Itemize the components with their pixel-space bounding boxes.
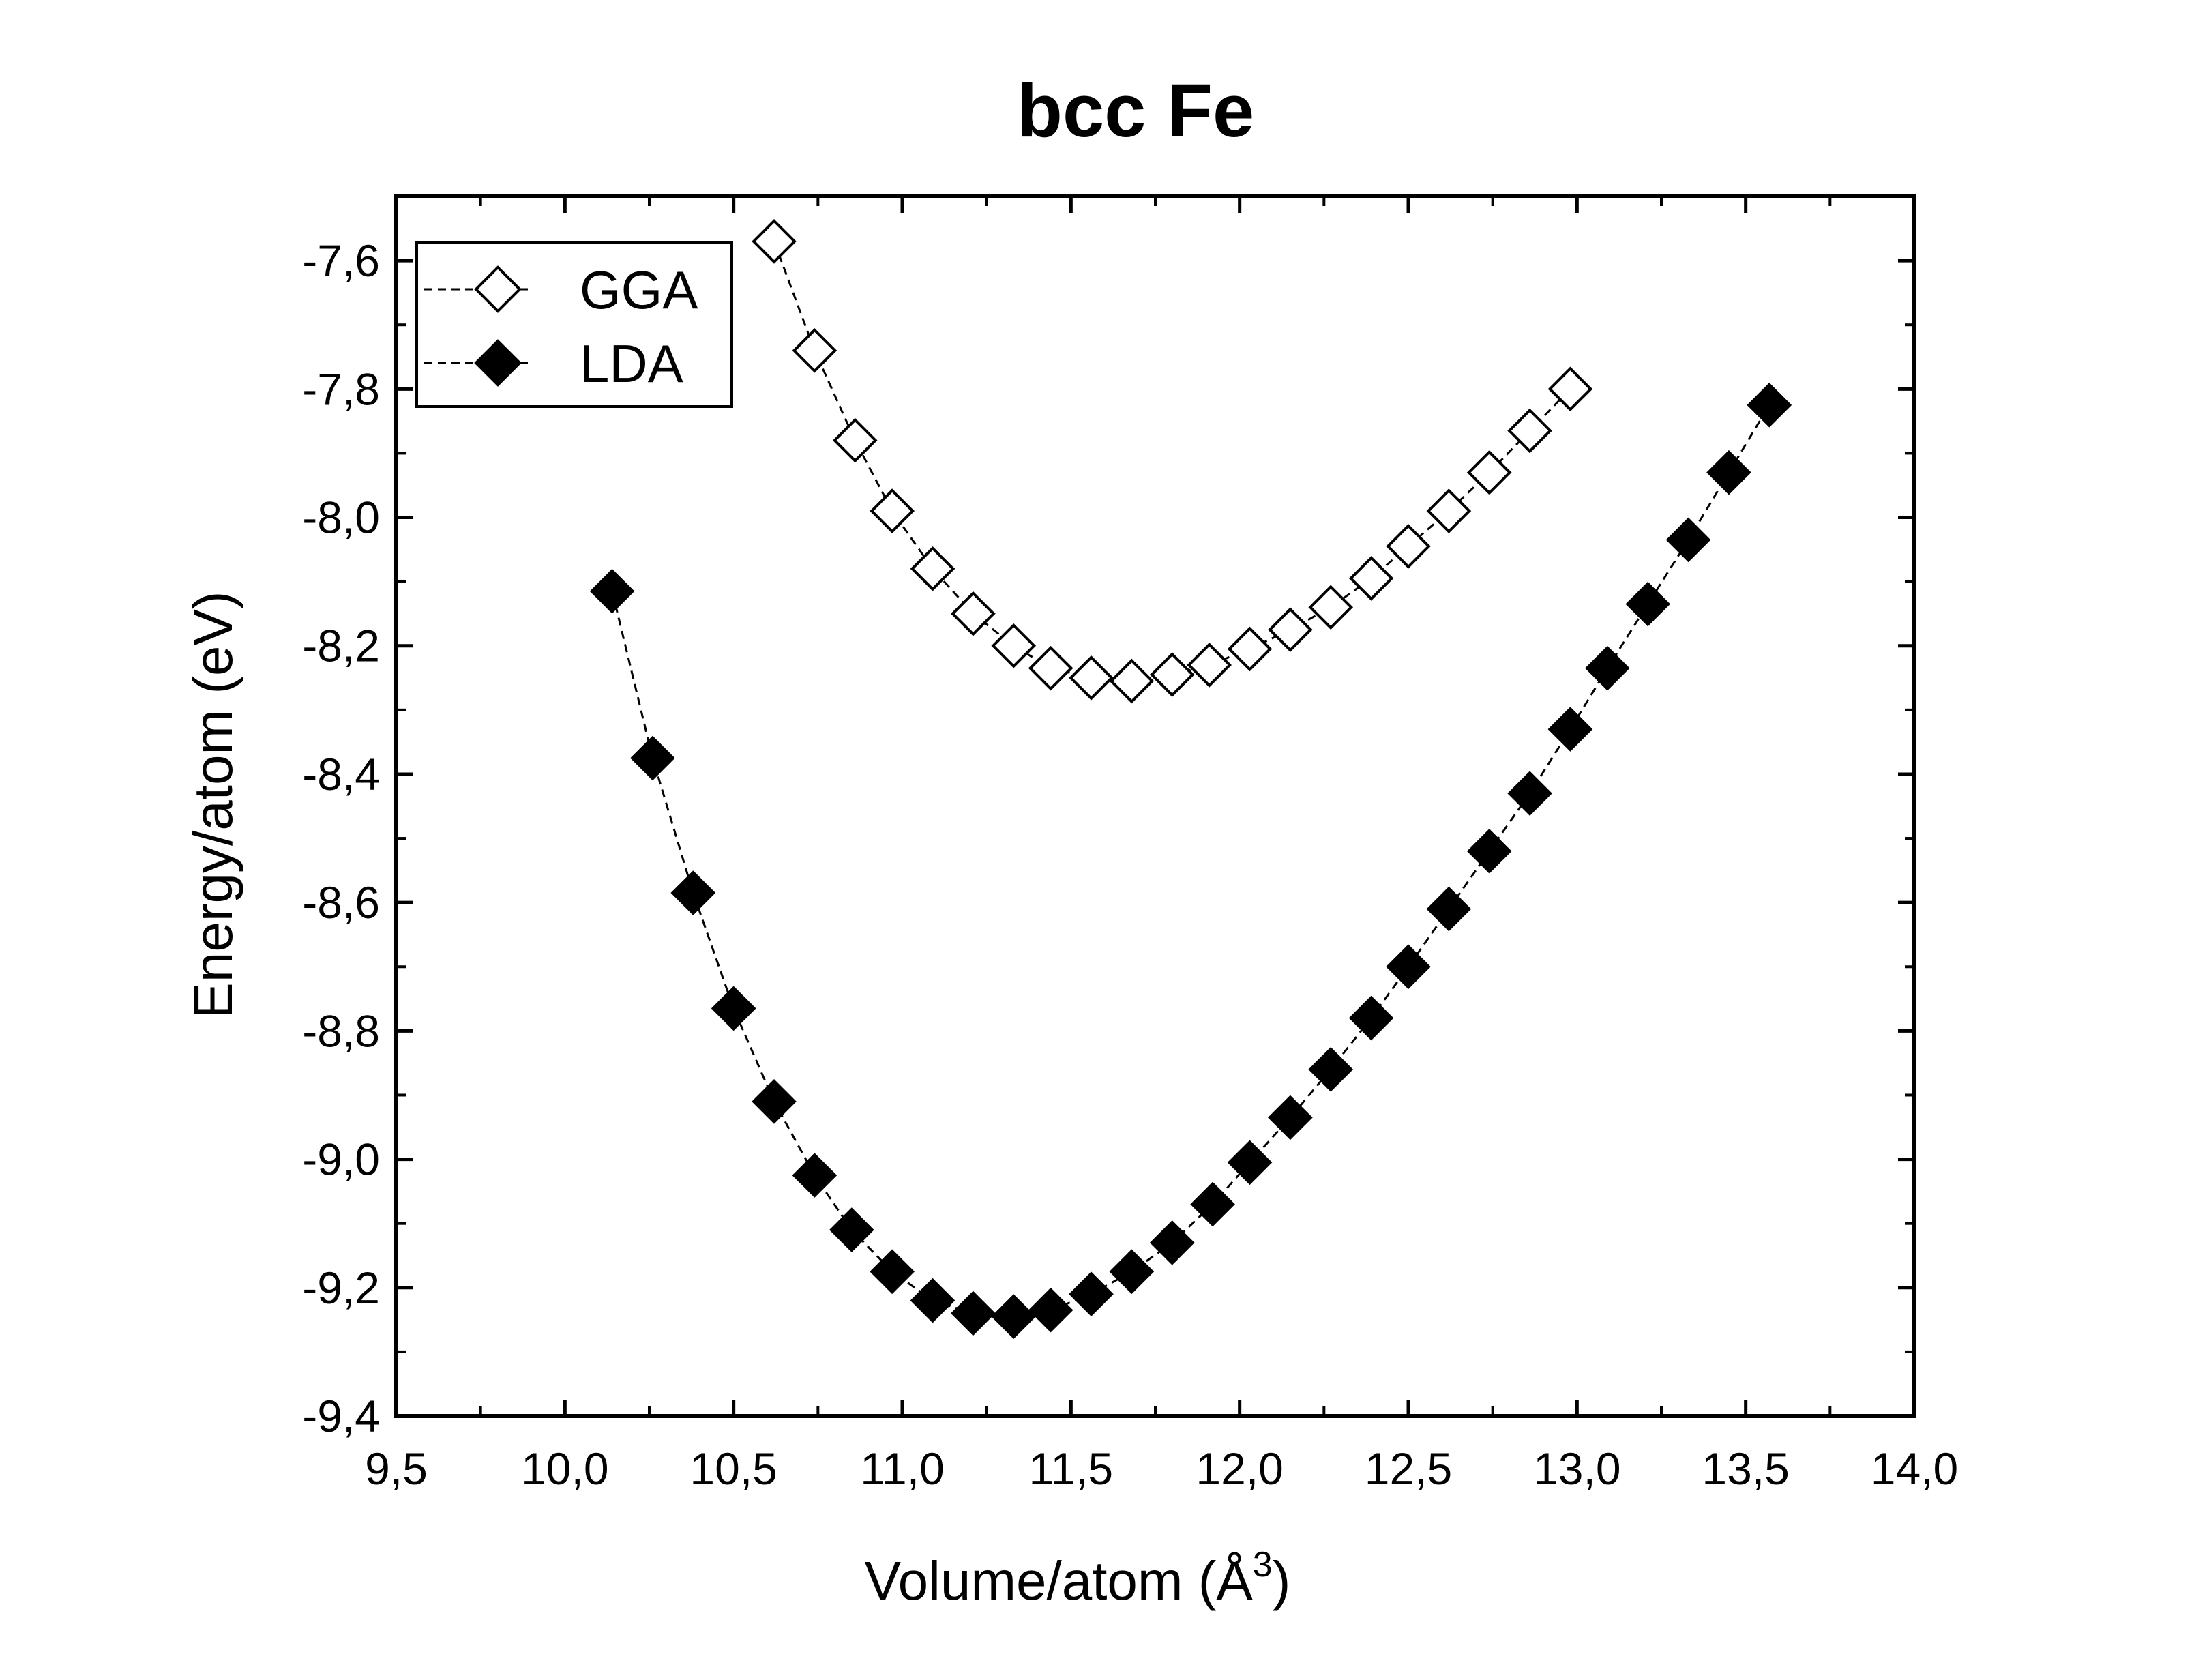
legend-box [415,241,733,408]
gga-data-point [1348,556,1394,601]
y-tick-label: -9,0 [302,1134,380,1185]
legend-label-lda: LDA [580,334,683,394]
lda-data-point [1426,886,1472,932]
lda-data-point [870,1249,915,1295]
lda-data-point [1308,1047,1354,1092]
chart-title: bcc Fe [1017,69,1254,153]
lda-data-point [1665,517,1711,563]
y-tick-label: -7,8 [302,364,380,414]
lda-data-point [1069,1271,1114,1317]
lda-data-point [1625,581,1671,627]
gga-data-point [752,219,797,264]
lda-data-point [792,1153,837,1198]
lda-data-point [1149,1220,1195,1265]
x-tick-label: 10,5 [690,1443,777,1494]
gga-data-point [832,417,878,463]
gga-data-point [792,328,837,373]
lda-data-point [1386,944,1431,990]
y-tick-label: -8,0 [302,492,380,543]
gga-data-point [1187,643,1232,688]
y-tick-label: -8,8 [302,1005,380,1056]
lda-data-point [829,1207,874,1252]
legend-marker-gga [474,265,522,313]
y-tick-label: -9,2 [302,1263,380,1313]
lda-data-point [1466,829,1512,874]
lda-data-point [711,986,756,1031]
x-tick-label: 12,0 [1196,1443,1283,1494]
lda-data-point [1507,771,1552,816]
lda-data-point [670,870,716,915]
gga-data-point [991,623,1037,668]
x-tick-label: 10,0 [521,1443,608,1494]
x-tick-label: 14,0 [1871,1443,1958,1494]
legend-label-gga: GGA [580,260,698,320]
gga-data-point [1149,652,1195,697]
y-tick-label: -7,6 [302,235,380,286]
lda-data-point [1227,1140,1273,1185]
gga-data-point [1028,645,1073,691]
gga-data-point [1069,655,1114,701]
lda-data-point [630,735,675,781]
gga-data-point [1547,366,1593,412]
gga-data-point [870,488,915,533]
lda-data-point [589,568,635,614]
gga-data-point [1386,524,1431,569]
x-axis-label-superscript: 3 [1253,1545,1273,1585]
y-tick-label: -9,4 [302,1391,380,1441]
x-axis-label-text: Volume/atom (Å [865,1550,1254,1611]
x-tick-label: 12,5 [1365,1443,1452,1494]
y-axis-ticks: -7,6 -7,8 -8,0 -8,2 -8,4 -8,6 -8,8 -9,0 -9,2 -9,4 [302,195,1914,1441]
lda-data-point [1348,995,1394,1041]
x-tick-label: 9,5 [365,1443,428,1494]
x-axis-label-close: ) [1273,1550,1291,1611]
lda-series-line [611,404,1770,1318]
x-tick-label: 13,5 [1702,1443,1789,1494]
lda-data-point [1747,383,1792,428]
lda-data-point [752,1079,797,1124]
lda-data-point [1190,1181,1235,1227]
gga-data-point [1268,607,1313,653]
y-tick-label: -8,4 [302,749,380,799]
gga-series-line [773,241,1571,683]
x-tick-label: 13,0 [1533,1443,1620,1494]
y-tick-label: -8,2 [302,621,380,671]
lda-data-point [951,1291,996,1336]
gga-data-point [1308,585,1354,630]
lda-data-point [1109,1249,1155,1295]
lda-data-point [1585,645,1630,691]
gga-data-point [1507,408,1552,454]
gga-data-point [1466,450,1512,495]
gga-data-point [951,591,996,636]
lda-data-point [910,1278,955,1323]
lda-data-point [1268,1095,1313,1140]
lda-data-point [1028,1287,1073,1333]
gga-data-point [1227,626,1273,672]
legend-marker-lda [474,339,522,387]
series-layer [589,219,1792,1339]
x-axis-label: Volume/atom (Å3) [865,1545,1291,1611]
lda-data-point [1706,450,1751,495]
gga-data-point [1109,658,1155,704]
y-axis-label: Energy/atom (eV) [183,591,243,1019]
gga-data-point [1426,488,1472,533]
x-tick-label: 11,5 [1029,1443,1114,1494]
gga-data-point [910,546,955,591]
lda-data-point [991,1294,1037,1339]
x-tick-label: 11,0 [860,1443,945,1494]
x-axis-ticks: 9,5 10,0 10,5 11,0 11,5 12,0 12,5 13,0 13,5 14,0 [365,196,1958,1494]
lda-data-point [1547,707,1593,752]
legend: GGA LDA [415,241,733,408]
y-tick-label: -8,6 [302,877,380,928]
